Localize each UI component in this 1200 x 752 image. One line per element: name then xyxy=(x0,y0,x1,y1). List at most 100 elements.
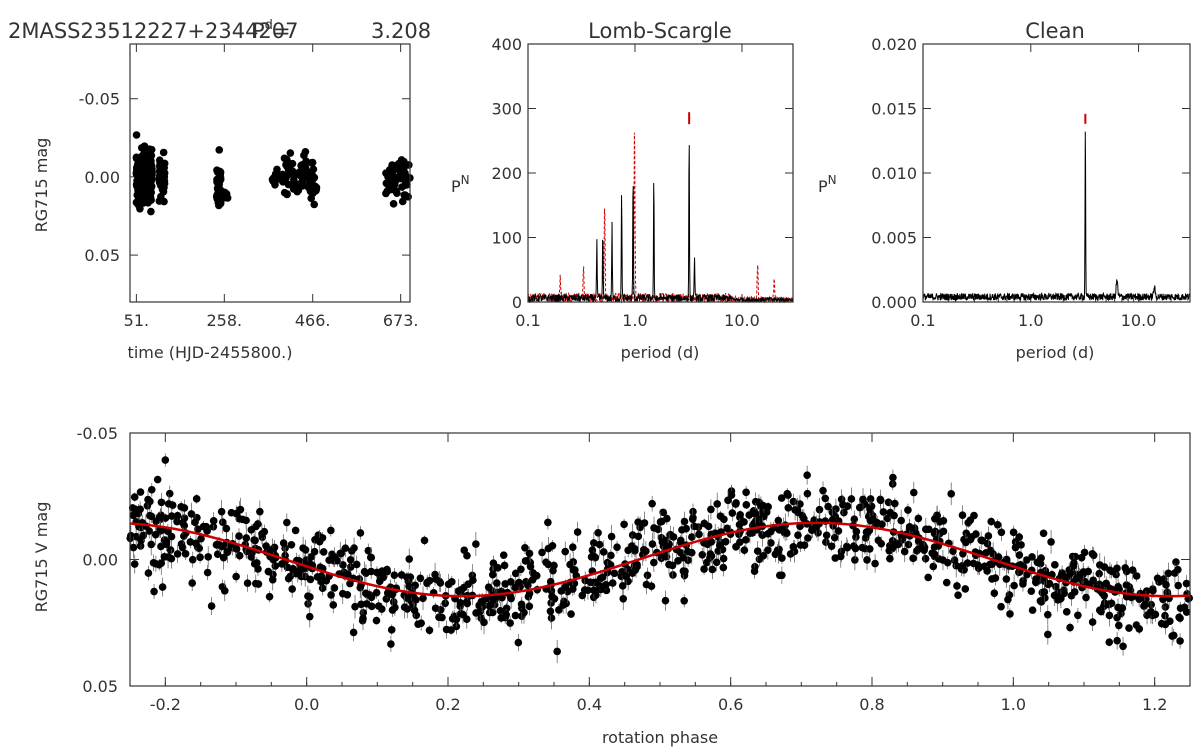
phased-point xyxy=(891,499,899,508)
phased-point xyxy=(588,546,597,554)
phased-point xyxy=(804,534,812,542)
phased-point xyxy=(958,511,967,519)
phased-point xyxy=(1119,642,1127,651)
phased-point xyxy=(251,536,259,545)
phased-ylabel: RG715 V mag xyxy=(32,502,51,613)
phased-point xyxy=(223,548,232,557)
phased-point xyxy=(753,547,762,555)
phased-point xyxy=(866,495,875,503)
phased-point xyxy=(1113,636,1121,645)
lightcurve-point xyxy=(214,182,223,191)
phased-xlabel: rotation phase xyxy=(602,728,718,747)
phased-point xyxy=(352,560,361,569)
phased-point xyxy=(158,583,167,591)
phased-point xyxy=(1125,624,1133,632)
phased-point xyxy=(1028,553,1036,561)
phased-point xyxy=(262,542,270,550)
lomb-scargle-ytick-label: 300 xyxy=(491,100,522,119)
phased-point xyxy=(387,640,395,648)
lightcurve-point xyxy=(298,172,307,180)
phased-point xyxy=(855,503,864,512)
phased-point xyxy=(217,507,226,516)
phased-point xyxy=(538,548,546,557)
clean-line xyxy=(922,131,1191,302)
phased-point xyxy=(742,501,751,509)
phased-point xyxy=(650,524,658,532)
phased-point xyxy=(767,527,775,536)
phased-point xyxy=(883,514,892,523)
phased-point xyxy=(669,571,677,579)
phased-point xyxy=(1153,574,1162,583)
phased-point xyxy=(620,520,628,529)
phased-point xyxy=(143,501,152,510)
lightcurve-point xyxy=(269,174,278,182)
phased-point xyxy=(578,591,587,600)
phased-point xyxy=(400,591,408,599)
clean-ytick-label: 0.005 xyxy=(871,229,917,248)
phased-point xyxy=(188,579,197,587)
lightcurve-point xyxy=(140,142,149,150)
phased-point xyxy=(157,498,166,507)
phased-point xyxy=(559,601,567,609)
phased-point xyxy=(750,509,758,518)
phased-point xyxy=(258,530,266,538)
star-name: 2MASS23512227+2344207 xyxy=(8,19,299,43)
phased-point xyxy=(144,569,153,577)
phased-point xyxy=(1141,601,1149,609)
phased-point xyxy=(288,585,297,593)
phased-point xyxy=(286,572,294,581)
phased-point xyxy=(774,548,783,557)
phased-point xyxy=(852,527,861,536)
lightcurve-point xyxy=(160,197,168,206)
phased-point xyxy=(235,532,243,540)
phased-point xyxy=(441,599,450,608)
phased-point xyxy=(550,561,558,570)
phased-point xyxy=(250,560,259,568)
phased-point xyxy=(822,531,831,540)
phased-point xyxy=(202,522,211,531)
phased-point xyxy=(668,561,677,570)
phased-point xyxy=(894,540,903,549)
lightcurve-point xyxy=(156,177,164,186)
phased-point xyxy=(877,539,886,548)
phased-point xyxy=(819,486,827,495)
phased-point xyxy=(388,606,397,614)
phased-point xyxy=(496,606,505,615)
phased-point xyxy=(311,536,319,544)
phased-point xyxy=(150,587,158,596)
phased-point xyxy=(351,602,359,611)
phased-point xyxy=(822,538,830,546)
lomb-scargle-window-line xyxy=(527,132,794,304)
lightcurve-point xyxy=(292,170,300,179)
phased-point xyxy=(160,553,169,561)
phased-point xyxy=(750,567,759,576)
phased-point xyxy=(608,579,617,587)
phased-point xyxy=(1100,599,1109,607)
phased-point xyxy=(631,566,640,574)
phased-point xyxy=(634,532,643,541)
phased-point xyxy=(279,539,288,547)
phased-point xyxy=(947,490,955,498)
phased-point xyxy=(1066,569,1075,578)
phased-point xyxy=(724,496,732,505)
phased-point xyxy=(1069,562,1078,570)
phased-point xyxy=(139,531,148,540)
phased-point xyxy=(800,514,808,523)
phased-point xyxy=(778,571,786,580)
lomb-scargle-xtick-label: 0.1 xyxy=(515,311,540,330)
phased-point xyxy=(830,533,839,542)
phased-point xyxy=(889,473,897,482)
lightcurve-point xyxy=(273,165,281,174)
clean-xtick-label: 10.0 xyxy=(1121,311,1157,330)
phased-point xyxy=(987,517,996,526)
phased-point xyxy=(360,567,369,576)
phased-point xyxy=(613,543,621,552)
phased-point xyxy=(130,493,139,501)
phased-xtick-label: 0.4 xyxy=(577,695,602,714)
phased-point xyxy=(764,503,772,511)
phased-point xyxy=(859,495,867,504)
phased-point xyxy=(567,610,575,618)
phased-point xyxy=(871,559,879,568)
lightcurve-point xyxy=(159,187,168,196)
